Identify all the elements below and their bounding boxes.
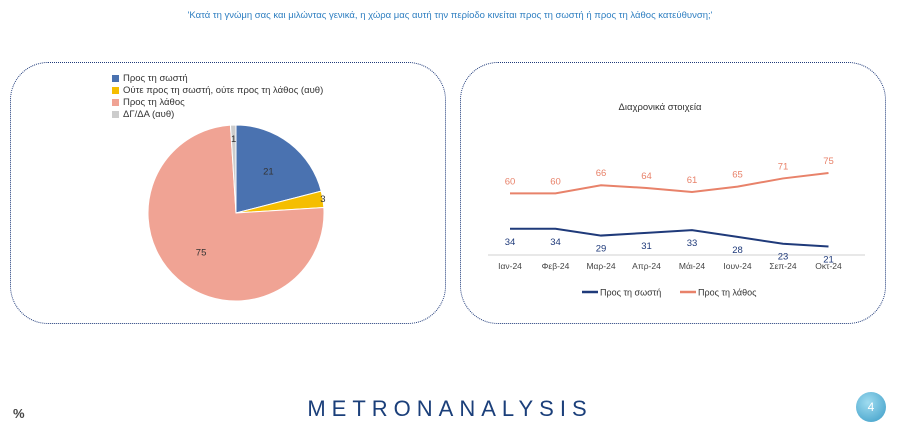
pie-legend: Προς τη σωστή Ούτε προς τη σωστή, ούτε πρ… — [112, 72, 323, 120]
line-chart-title: Διαχρονικά στοιχεία — [619, 102, 702, 113]
pie-data-label: 1 — [231, 134, 236, 145]
line-data-label: 60 — [505, 176, 516, 187]
legend-item: ΔΓ/ΔΑ (αυθ) — [112, 108, 323, 120]
legend-swatch — [112, 110, 119, 118]
line-data-label: 23 — [778, 252, 789, 263]
line-chart: Διαχρονικά στοιχεία Ιαν-24 Φεβ-24 Μαρ-24 Απρ… — [488, 102, 865, 298]
line-data-label: 31 — [641, 241, 652, 252]
legend-label: ΔΓ/ΔΑ (αυθ) — [123, 108, 175, 120]
line-data-label: 75 — [823, 156, 834, 167]
series-line — [510, 227, 829, 248]
line-data-label: 61 — [687, 175, 698, 186]
x-tick-label: Μαρ-24 — [586, 261, 615, 271]
line-data-label: 34 — [550, 237, 561, 248]
x-tick-label: Οκτ-24 — [815, 261, 842, 271]
legend-item: Προς τη λάθος — [112, 96, 323, 108]
x-tick-label: Σεπ-24 — [769, 261, 796, 271]
line-data-label: 34 — [505, 237, 516, 248]
line-data-label: 21 — [823, 254, 834, 265]
legend-swatch — [112, 74, 119, 82]
pie-slice — [229, 124, 237, 214]
line-chart-panel — [460, 62, 886, 324]
line-data-label: 28 — [732, 245, 743, 256]
legend-item: Προς τη σωστή — [112, 72, 323, 84]
line-data-label: 33 — [687, 238, 698, 249]
line-data-label: 66 — [596, 168, 607, 179]
x-tick-label: Μάι-24 — [679, 261, 705, 271]
line-data-label: 60 — [550, 176, 561, 187]
pie-data-label: 75 — [196, 248, 207, 259]
x-tick-label: Φεβ-24 — [542, 261, 570, 271]
legend-item: Ούτε προς τη σωστή, ούτε προς τη λάθος (… — [112, 84, 323, 96]
brand-logo: METRONANALYSIS — [0, 396, 900, 422]
legend-swatch — [112, 86, 119, 94]
line-data-label: 71 — [778, 161, 789, 172]
pie-chart-panel — [10, 62, 446, 324]
legend-label: Ούτε προς τη σωστή, ούτε προς τη λάθος (… — [123, 84, 324, 96]
brand-right: ANALYSIS — [438, 396, 593, 421]
legend-swatch — [112, 98, 119, 106]
line-data-label: 64 — [641, 171, 652, 182]
legend-label: Προς τη λάθος — [123, 96, 185, 108]
percent-symbol: % — [13, 406, 25, 421]
x-tick-label: Ιαν-24 — [498, 261, 522, 271]
pie-slice — [235, 124, 322, 214]
page-number-badge: 4 — [856, 392, 886, 422]
legend-label: Προς τη σωστή — [123, 72, 188, 84]
pie-slice — [147, 124, 325, 302]
legend-label: Προς τη σωστή — [600, 288, 661, 298]
line-data-label: 65 — [732, 170, 743, 181]
x-tick-label: Ιουν-24 — [723, 261, 752, 271]
pie-data-label: 21 — [263, 166, 274, 177]
pie-chart: 21 3 75 1 — [147, 124, 326, 302]
brand-left: METRON — [307, 396, 439, 421]
line-data-label: 29 — [596, 244, 607, 255]
x-tick-label: Απρ-24 — [632, 261, 661, 271]
pie-data-label: 3 — [320, 194, 325, 205]
legend-label: Προς τη λάθος — [698, 288, 757, 298]
series-line — [510, 172, 829, 195]
question-title: 'Κατά τη γνώμη σας και μιλώντας γενικά, … — [187, 10, 713, 21]
